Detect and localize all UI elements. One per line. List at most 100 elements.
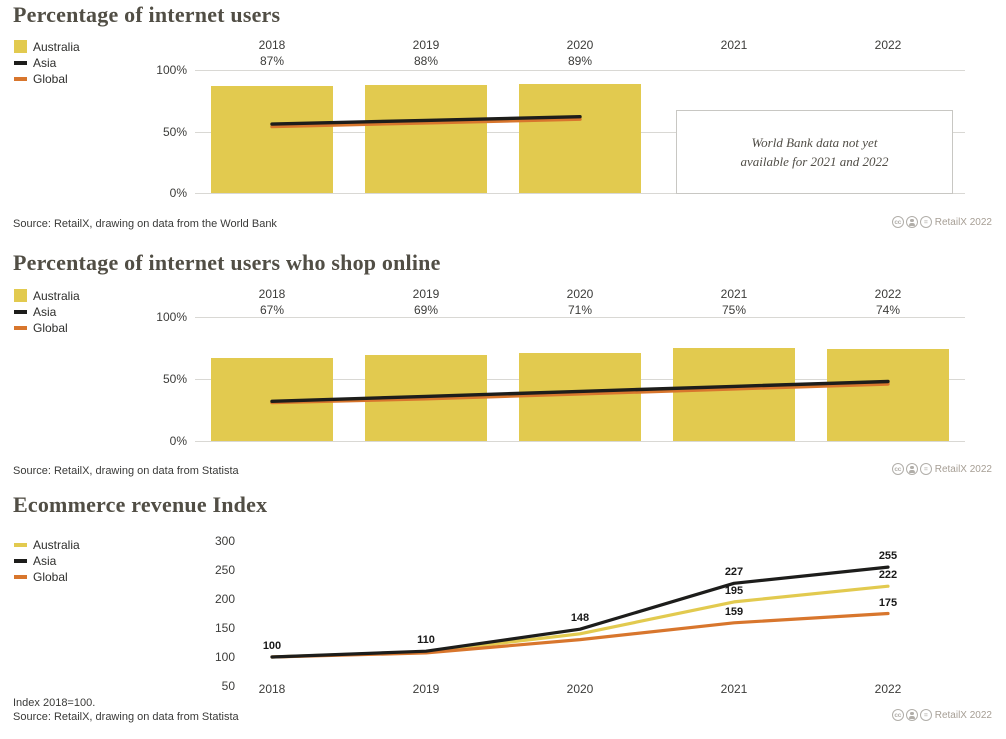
value-label-australia: 195 xyxy=(724,584,744,597)
chart-title: Ecommerce revenue Index xyxy=(13,492,268,517)
index-footnote: Index 2018=100. xyxy=(13,697,96,709)
year-label: 2020 xyxy=(566,682,594,696)
section-shop-online: Percentage of internet users who shop on… xyxy=(0,247,1006,490)
legend-item-australia: Australia xyxy=(14,537,80,552)
value-label-australia: 222 xyxy=(878,569,898,582)
credit-text: RetailX 2022 xyxy=(934,463,992,475)
australia-swatch xyxy=(14,542,27,547)
cc-icon: cc xyxy=(891,463,904,475)
year-label: 2021 xyxy=(720,682,748,696)
asia-swatch xyxy=(14,309,27,314)
legend-item-global: Global xyxy=(14,320,80,335)
no-derivatives-icon: = xyxy=(919,709,932,721)
license-credit: cc = RetailX 2022 xyxy=(891,709,992,721)
y-axis-label: 100% xyxy=(156,63,187,77)
section-internet-users: Percentage of internet users Australia As… xyxy=(0,0,1006,247)
y-axis-label: 300 xyxy=(214,534,235,548)
year-label: 2021 xyxy=(720,287,748,301)
year-label: 2019 xyxy=(412,38,440,52)
chart-title: Percentage of internet users xyxy=(13,2,281,27)
trend-lines xyxy=(270,565,890,659)
y-axis-label: 0% xyxy=(169,434,187,448)
year-label: 2019 xyxy=(412,682,440,696)
australia-swatch xyxy=(14,40,27,53)
missing-data-note-line: available for 2021 and 2022 xyxy=(740,154,889,169)
source-note: Source: RetailX, drawing on data from St… xyxy=(13,711,239,723)
legend-item-australia: Australia xyxy=(14,288,80,303)
license-credit: cc = RetailX 2022 xyxy=(891,463,992,475)
australia-swatch xyxy=(14,289,27,302)
year-label: 2022 xyxy=(874,682,902,696)
source-note: Source: RetailX, drawing on data from St… xyxy=(13,465,239,477)
bar-2020 xyxy=(519,83,641,193)
attribution-icon xyxy=(905,216,918,228)
gridline xyxy=(195,193,965,194)
year-label: 2021 xyxy=(720,38,748,52)
legend-label: Asia xyxy=(33,553,57,568)
global-swatch xyxy=(14,574,27,579)
value-label-global: 159 xyxy=(724,605,744,618)
y-axis-label: 100 xyxy=(214,650,235,664)
legend-item-asia: Asia xyxy=(14,55,80,70)
y-axis-label: 50% xyxy=(162,372,187,386)
value-label-asia: 255 xyxy=(878,550,898,563)
missing-data-note: World Bank data not yet available for 202… xyxy=(676,110,953,194)
legend-item-global: Global xyxy=(14,569,80,584)
chart-title: Percentage of internet users who shop on… xyxy=(13,250,441,275)
year-value-label: 71% xyxy=(567,303,593,317)
legend-label: Global xyxy=(33,71,68,86)
legend-label: Australia xyxy=(33,537,80,552)
chart-legend: Australia Asia Global xyxy=(14,537,80,584)
global-swatch xyxy=(14,76,27,81)
legend-item-australia: Australia xyxy=(14,39,80,54)
year-label: 2020 xyxy=(566,38,594,52)
value-label-global: 175 xyxy=(878,596,898,609)
cc-license-icons: cc = xyxy=(891,709,932,721)
attribution-icon xyxy=(905,463,918,475)
y-axis-label: 50% xyxy=(162,124,187,139)
bar-2020 xyxy=(519,352,641,441)
attribution-icon xyxy=(905,709,918,721)
source-note: Source: RetailX, drawing on data from th… xyxy=(13,218,277,230)
value-label-asia: 148 xyxy=(570,612,590,625)
legend-label: Australia xyxy=(33,288,80,303)
no-derivatives-icon: = xyxy=(919,216,932,228)
plot-area: 2018 87% 2019 88% 2020 89% 2021 2022 0% 50% 100% Wo… xyxy=(0,0,1006,247)
legend-label: Asia xyxy=(33,304,57,319)
section-ecommerce-revenue-index: Ecommerce revenue Index Australia Asia Glo… xyxy=(0,490,1006,739)
gridline xyxy=(195,441,965,442)
credit-text: RetailX 2022 xyxy=(934,216,992,228)
y-axis-label: 150 xyxy=(214,621,235,635)
legend-label: Global xyxy=(33,569,68,584)
missing-data-note-line: World Bank data not yet xyxy=(751,134,878,150)
y-axis-label: 100% xyxy=(156,310,187,324)
year-value-label: 69% xyxy=(413,303,439,317)
bar-2021 xyxy=(673,348,795,441)
cc-icon: cc xyxy=(891,709,904,721)
legend-item-asia: Asia xyxy=(14,553,80,568)
plot-area: 2018 67% 2019 69% 2020 71% 2021 75% 2022 74% 0% 50%… xyxy=(0,247,1006,490)
cc-icon: cc xyxy=(891,216,904,228)
year-label: 2018 xyxy=(258,38,286,52)
cc-license-icons: cc = xyxy=(891,463,932,475)
year-label: 2022 xyxy=(874,38,902,52)
year-label: 2020 xyxy=(566,287,594,301)
no-derivatives-icon: = xyxy=(919,463,932,475)
bar-2019 xyxy=(365,355,487,441)
gridline xyxy=(195,317,965,318)
legend-item-asia: Asia xyxy=(14,304,80,319)
y-axis-label: 250 xyxy=(214,563,235,577)
year-value-label: 75% xyxy=(721,303,747,317)
legend-label: Australia xyxy=(33,39,80,54)
value-label-asia: 100 xyxy=(262,640,282,652)
year-label: 2018 xyxy=(258,287,286,301)
gridline xyxy=(195,70,965,71)
value-label-asia: 110 xyxy=(417,634,435,647)
year-value-label: 67% xyxy=(259,303,285,317)
global-swatch xyxy=(14,325,27,330)
year-value-label: 88% xyxy=(413,54,439,68)
value-label-asia: 227 xyxy=(724,566,744,579)
year-label: 2022 xyxy=(874,287,902,301)
bar-2019 xyxy=(365,84,487,193)
